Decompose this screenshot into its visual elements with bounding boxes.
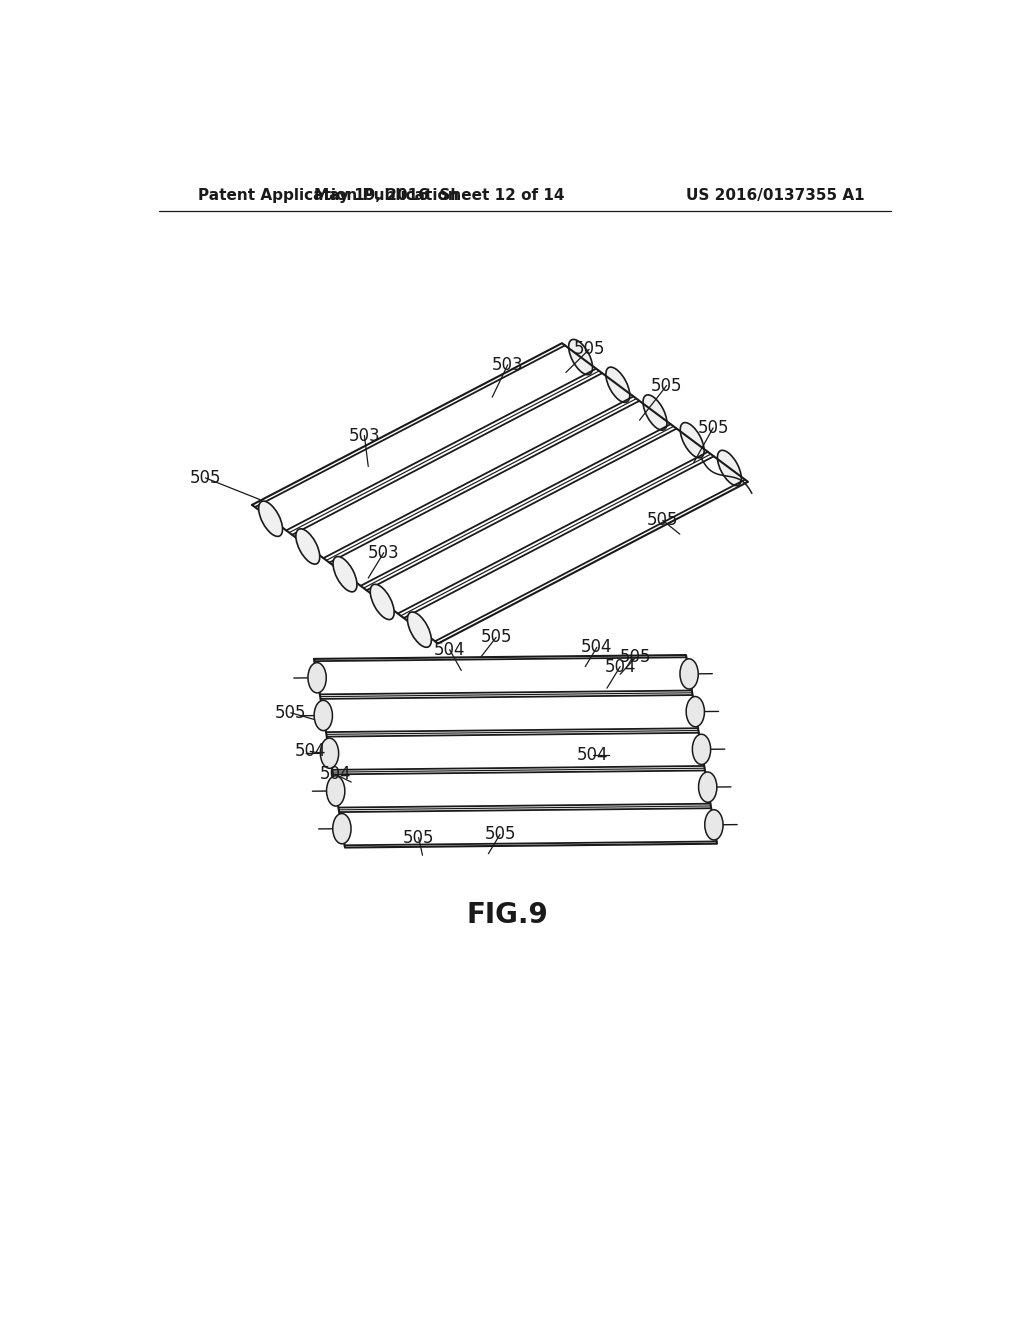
Ellipse shape [327, 776, 345, 807]
Text: 505: 505 [573, 341, 605, 358]
Text: 505: 505 [647, 511, 679, 529]
Ellipse shape [680, 659, 698, 689]
Ellipse shape [705, 809, 723, 840]
Text: Patent Application Publication: Patent Application Publication [198, 187, 459, 203]
Ellipse shape [259, 502, 283, 536]
Ellipse shape [321, 738, 339, 768]
Ellipse shape [680, 422, 705, 458]
Text: 503: 503 [492, 356, 523, 374]
Text: 503: 503 [368, 544, 399, 561]
Ellipse shape [606, 367, 630, 403]
Text: 505: 505 [275, 704, 306, 722]
Ellipse shape [698, 772, 717, 803]
Text: 504: 504 [577, 746, 608, 764]
Ellipse shape [692, 734, 711, 764]
Text: May 19, 2016  Sheet 12 of 14: May 19, 2016 Sheet 12 of 14 [314, 187, 565, 203]
Ellipse shape [371, 585, 394, 619]
Text: 504: 504 [319, 766, 351, 783]
Ellipse shape [308, 663, 327, 693]
Text: 503: 503 [348, 426, 380, 445]
Ellipse shape [643, 395, 667, 430]
Ellipse shape [408, 612, 431, 647]
Text: 505: 505 [480, 628, 512, 647]
Text: 505: 505 [620, 648, 651, 667]
Text: 505: 505 [402, 829, 434, 846]
Ellipse shape [333, 557, 357, 591]
Ellipse shape [686, 697, 705, 727]
Text: US 2016/0137355 A1: US 2016/0137355 A1 [686, 187, 864, 203]
Text: 504: 504 [294, 742, 326, 760]
Ellipse shape [718, 450, 741, 486]
Text: 504: 504 [582, 639, 612, 656]
Text: 505: 505 [189, 469, 221, 487]
Text: 505: 505 [484, 825, 516, 843]
Text: 504: 504 [434, 640, 465, 659]
Ellipse shape [296, 529, 319, 564]
Text: 505: 505 [697, 418, 729, 437]
Ellipse shape [568, 339, 593, 375]
Text: 505: 505 [651, 376, 682, 395]
Text: FIG.9: FIG.9 [467, 900, 549, 928]
Ellipse shape [314, 701, 333, 731]
Text: 504: 504 [604, 657, 636, 676]
Ellipse shape [333, 813, 351, 843]
